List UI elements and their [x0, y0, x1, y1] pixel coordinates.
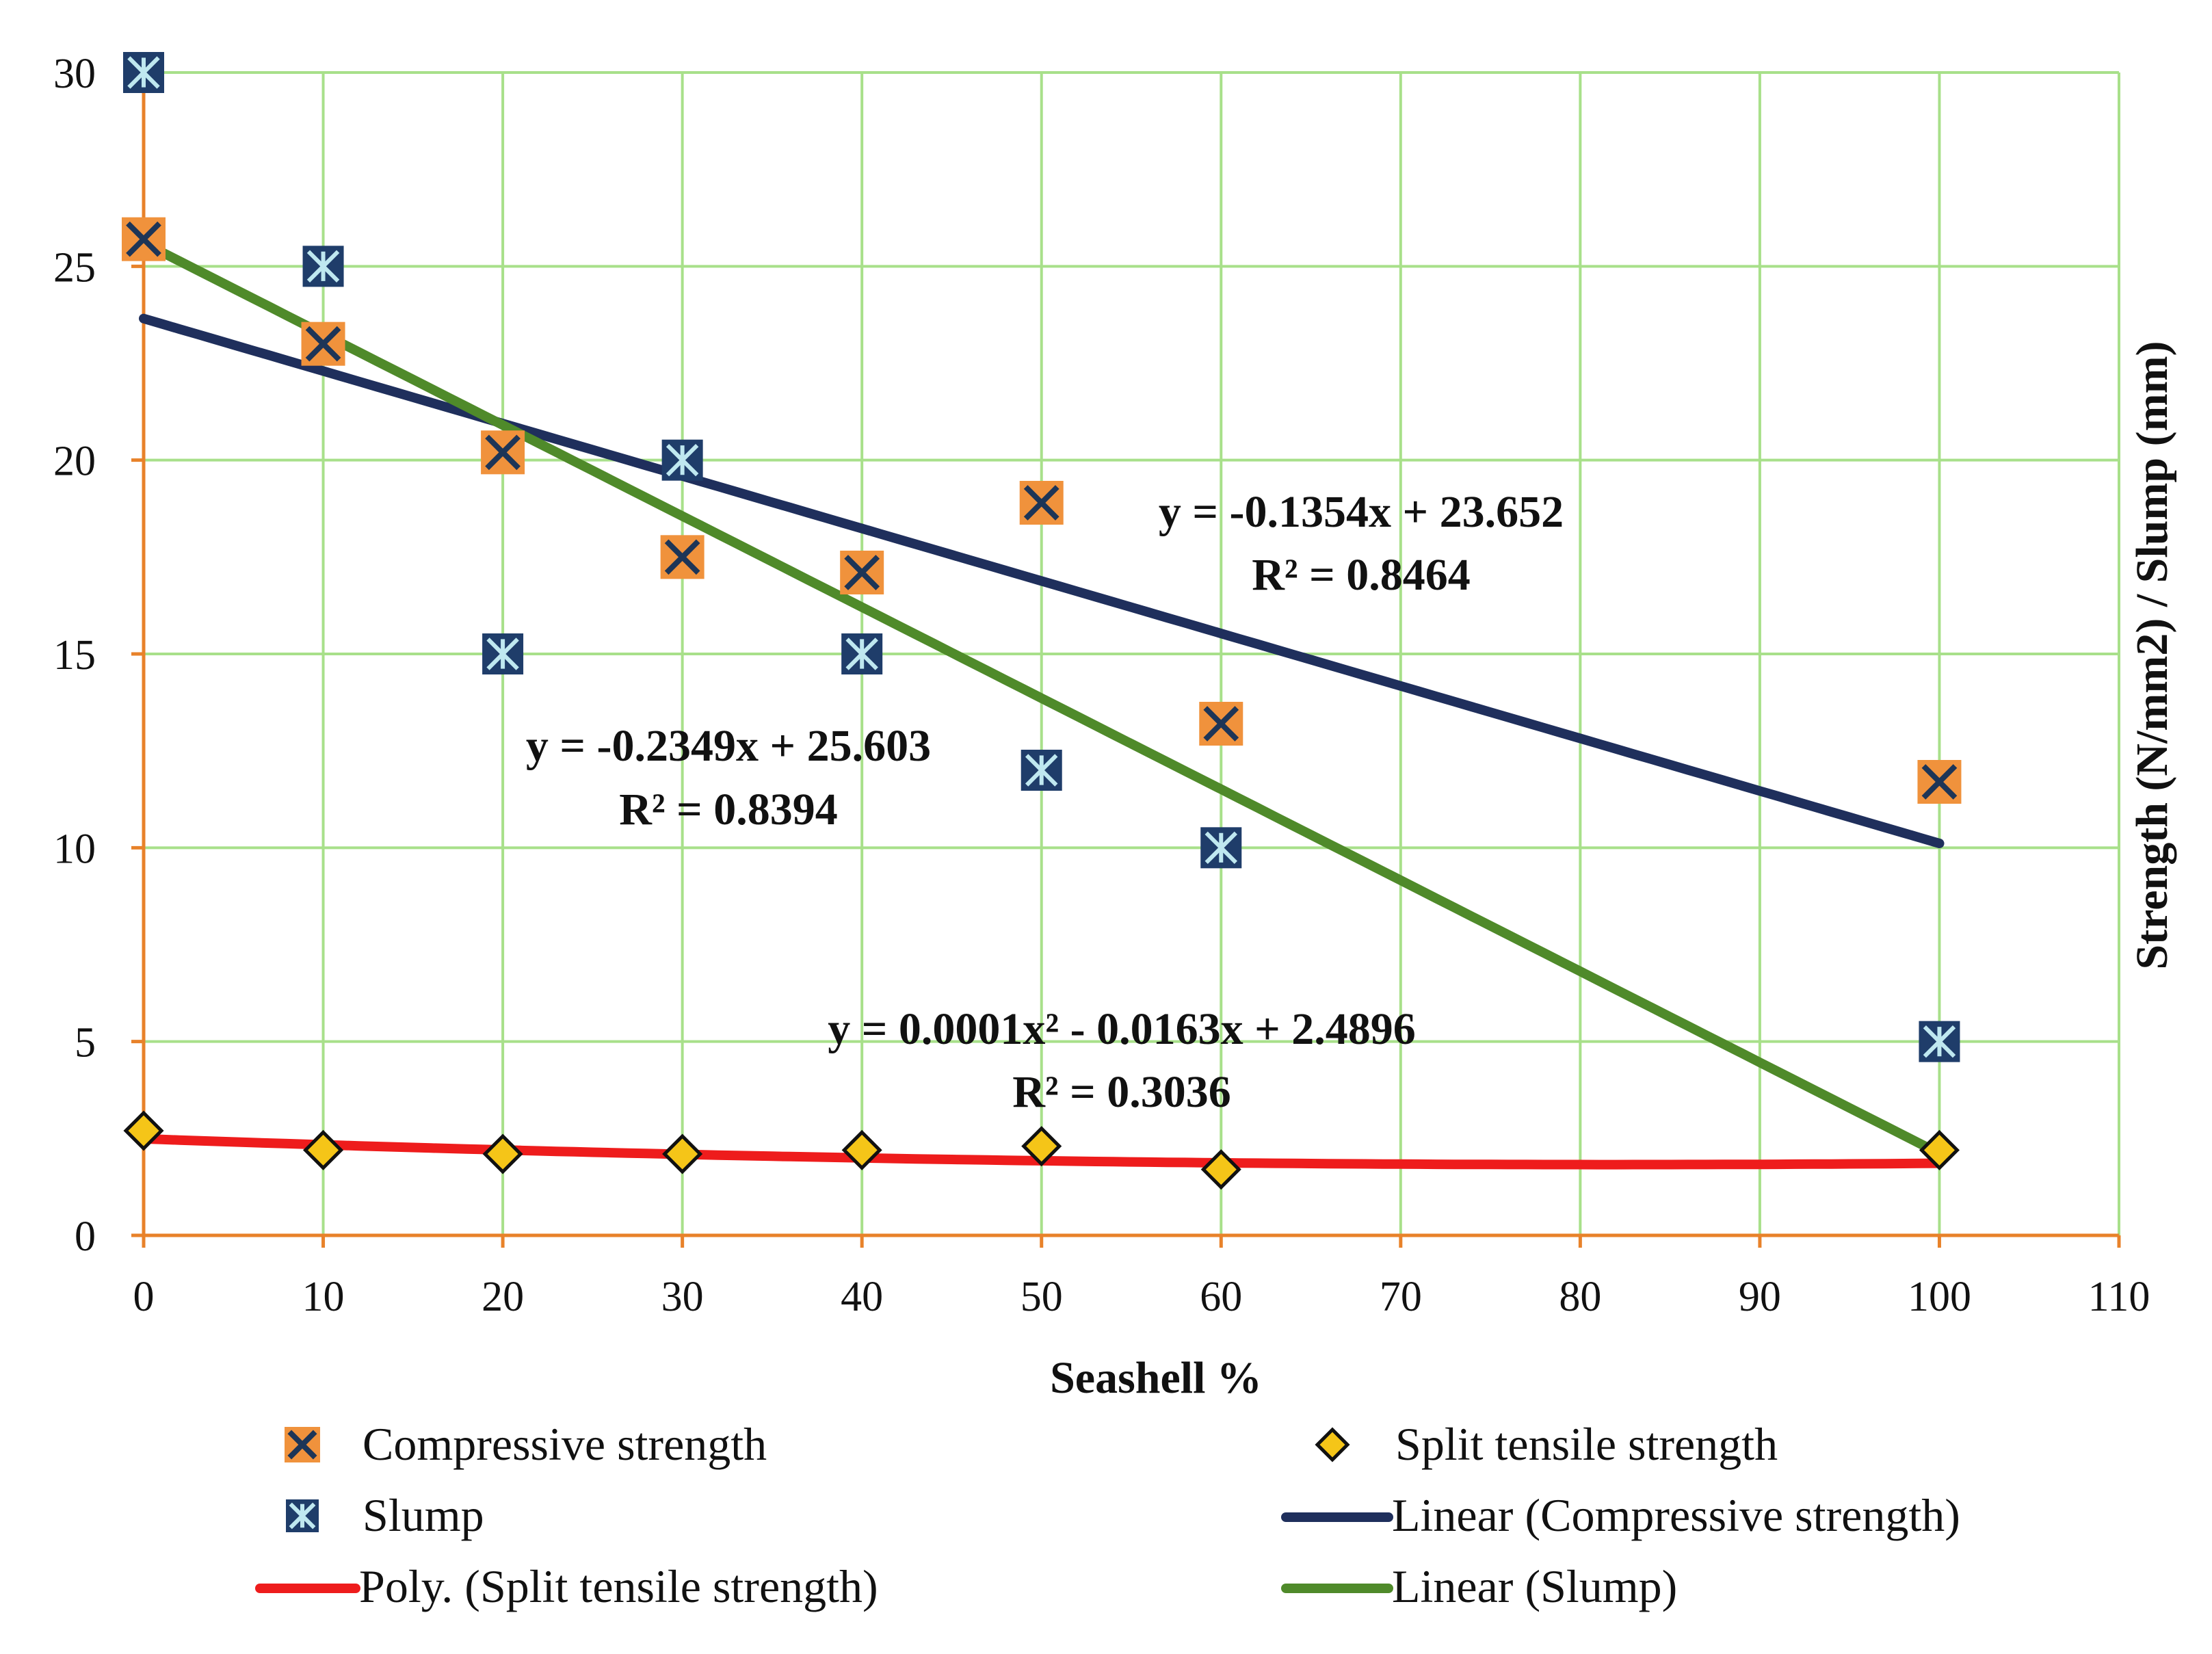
legend-marker-split	[1315, 1427, 1350, 1462]
marker-x	[844, 555, 880, 590]
point-compressive-strength	[1917, 760, 1962, 804]
marker-x	[1921, 764, 1958, 800]
x-tick-label: 20	[482, 1274, 524, 1320]
y-tick-label: 5	[75, 1020, 96, 1066]
legend-label-split-trend: Poly. (Split tensile strength)	[359, 1560, 878, 1612]
y-tick-label: 10	[53, 826, 96, 872]
x-tick-label: 30	[661, 1274, 704, 1320]
legend-marker-slump	[286, 1499, 319, 1532]
y-tick-label: 15	[53, 632, 96, 679]
trendline-compressive	[139, 313, 1945, 848]
eq-slump: y = -0.2349x + 25.603	[526, 721, 931, 771]
point-compressive-strength	[840, 551, 884, 594]
tick-labels: 0 10 20 30 40 50 60 70 80 90 100 110 0 5 10 15 20 25 30	[53, 51, 2150, 1320]
x-tick-label: 90	[1739, 1274, 1781, 1320]
x-tick-label: 70	[1380, 1274, 1422, 1320]
point-slump	[661, 439, 703, 481]
x-tick-label: 100	[1908, 1274, 1971, 1320]
y-tick-label: 0	[75, 1213, 96, 1260]
point-split-tensile-strength	[303, 1129, 344, 1170]
point-slump	[482, 633, 524, 674]
legend-label-slump-trend: Linear (Slump)	[1392, 1560, 1677, 1612]
point-compressive-strength	[481, 430, 525, 475]
point-slump	[1919, 1021, 1960, 1062]
legend-symbol-slump	[286, 1499, 319, 1532]
legend-label-compressive: Compressive strength	[363, 1418, 767, 1470]
point-split-tensile-strength	[1200, 1149, 1241, 1190]
trendline-slump	[139, 238, 1945, 1159]
legend-symbol-compressive	[285, 1427, 320, 1462]
marker-x	[485, 434, 521, 471]
x-tick-label: 0	[133, 1274, 155, 1320]
legend-label-slump: Slump	[363, 1489, 484, 1541]
point-compressive-strength	[1199, 702, 1243, 746]
x-tick-label: 10	[302, 1274, 345, 1320]
point-split-tensile-strength	[123, 1110, 164, 1151]
point-slump	[302, 246, 344, 287]
y-axis-title: Strength (N/mm2) / Slump (mm)	[2127, 341, 2177, 969]
y-tick-label: 20	[53, 438, 96, 485]
point-split-tensile-strength	[1021, 1126, 1062, 1167]
point-compressive-strength	[660, 535, 705, 579]
marker-x	[1023, 485, 1059, 521]
eq-split: y = 0.0001x² - 0.0163x + 2.4896	[828, 1004, 1415, 1054]
point-compressive-strength	[122, 217, 166, 261]
x-tick-label: 40	[841, 1274, 883, 1320]
legend-symbol-split	[1315, 1427, 1350, 1462]
point-slump	[1021, 750, 1062, 791]
y-tick-label: 30	[53, 51, 96, 97]
marker-x	[287, 1430, 317, 1460]
point-split-tensile-strength	[841, 1129, 882, 1170]
data-markers	[122, 52, 1962, 1190]
point-compressive-strength	[1019, 481, 1064, 525]
marker-x	[664, 539, 700, 575]
x-tick-label: 60	[1200, 1274, 1242, 1320]
marker-x	[305, 326, 341, 362]
y-tick-label: 25	[53, 244, 96, 291]
legend-label-compressive-trend: Linear (Compressive strength)	[1392, 1489, 1960, 1541]
x-axis-title: Seashell %	[1050, 1353, 1262, 1403]
grid	[144, 71, 2120, 1235]
point-split-tensile-strength	[662, 1133, 703, 1174]
eq-compressive: y = -0.1354x + 23.652	[1159, 487, 1564, 537]
r2-slump: R² = 0.8394	[619, 785, 838, 835]
point-split-tensile-strength	[1919, 1129, 1960, 1170]
point-slump	[123, 52, 164, 93]
point-slump	[1200, 827, 1242, 869]
r2-split: R² = 0.3036	[1012, 1067, 1231, 1117]
x-tick-label: 80	[1559, 1274, 1601, 1320]
point-compressive-strength	[301, 321, 345, 366]
legend-marker-compressive	[285, 1427, 320, 1462]
legend-label-split: Split tensile strength	[1395, 1418, 1778, 1470]
x-tick-label: 50	[1021, 1274, 1063, 1320]
point-slump	[841, 633, 883, 674]
point-split-tensile-strength	[482, 1133, 523, 1174]
r2-compressive: R² = 0.8464	[1252, 550, 1471, 600]
marker-x	[126, 221, 161, 257]
marker-x	[1203, 706, 1239, 741]
x-tick-label: 110	[2088, 1274, 2150, 1320]
legend: Compressive strength Split tensile stren…	[255, 1418, 1960, 1612]
